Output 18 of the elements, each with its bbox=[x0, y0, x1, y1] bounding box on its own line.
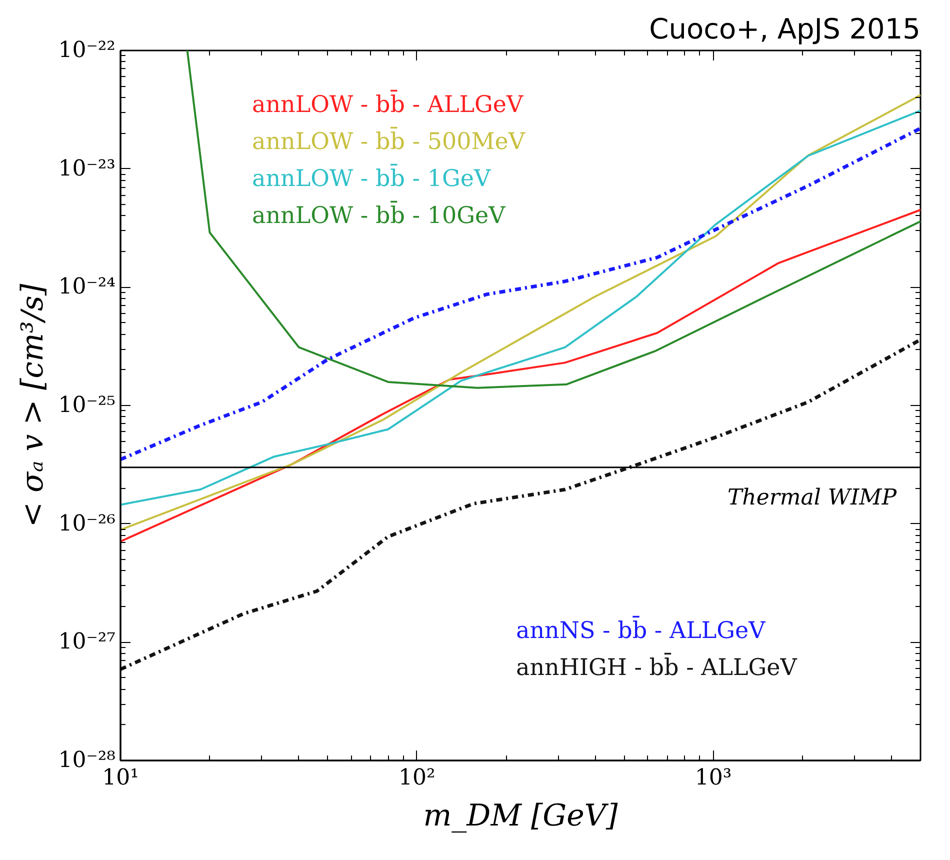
y-tick-label: 10⁻²⁶ bbox=[58, 511, 116, 536]
y-tick-label: 10⁻²⁵ bbox=[58, 393, 116, 418]
text: annHIGH - bb̄ - ALLGeV bbox=[516, 655, 797, 681]
y-tick-label: 10⁻²⁷ bbox=[58, 630, 116, 655]
y-tick-label: 10⁻²³ bbox=[58, 156, 116, 182]
x-tick-label: 10³ bbox=[694, 766, 732, 790]
text: annNS - bb̄ - ALLGeV bbox=[516, 618, 766, 644]
text: annLOW - bb̄ - 500MeV bbox=[252, 129, 526, 155]
x-tick-label: 10² bbox=[398, 766, 436, 790]
y-tick-label: 10⁻²⁴ bbox=[58, 274, 116, 300]
text: Cuoco+, ApJS 2015 bbox=[649, 12, 921, 46]
series-label: annLOW - bb̄ - 10GeV bbox=[252, 203, 506, 229]
text: annLOW - bb̄ - 1GeV bbox=[252, 166, 491, 192]
x-axis-title: m_DM [GeV] bbox=[423, 798, 618, 834]
text: annLOW - bb̄ - ALLGeV bbox=[252, 92, 524, 118]
legend-label: Thermal WIMP bbox=[727, 485, 898, 510]
y-tick-label: 10⁻²² bbox=[58, 38, 116, 63]
y-axis-title: < σₐ v > [cm³/s] bbox=[15, 284, 50, 528]
